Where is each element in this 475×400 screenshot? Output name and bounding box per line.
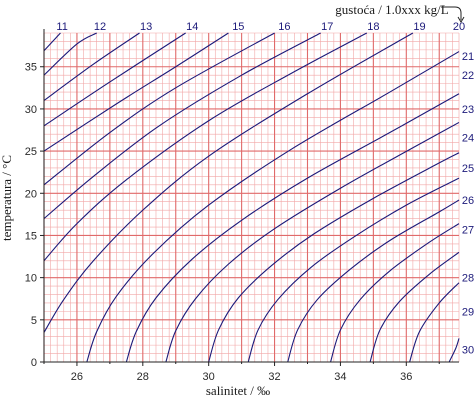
density-unit-title: gustoća / 1.0xxx kg/L (335, 2, 448, 17)
density-contour-27 (369, 251, 460, 363)
density-contour-17 (43, 32, 321, 220)
contour-label-29: 29 (462, 306, 474, 318)
contour-label-18: 18 (367, 21, 379, 33)
contour-label-19: 19 (413, 21, 425, 33)
y-axis-title: temperatura / °C (0, 155, 14, 241)
y-tick-label: 35 (25, 62, 37, 74)
contour-label-24: 24 (462, 133, 474, 145)
contour-label-27: 27 (462, 225, 474, 237)
density-contour-29 (448, 338, 460, 363)
contour-label-15: 15 (232, 21, 244, 33)
contour-label-28: 28 (462, 273, 474, 285)
density-contour-15 (43, 32, 229, 152)
x-tick-label: 34 (334, 371, 346, 383)
density-contour-11 (43, 32, 61, 52)
contour-label-30: 30 (462, 344, 474, 356)
y-tick-label: 25 (25, 146, 37, 158)
contour-label-21: 21 (462, 51, 474, 63)
contour-label-16: 16 (278, 21, 290, 33)
y-tick-label: 20 (25, 188, 37, 200)
contour-label-26: 26 (462, 195, 474, 207)
contour-labels: 11 12 13 14 15 16 17 18 19 20 21 22 23 24 25 26 27 28 29 30 (56, 21, 474, 356)
density-contour-19 (43, 32, 414, 333)
density-contour-12 (43, 32, 97, 76)
y-tick-label: 15 (25, 230, 37, 242)
x-axis-title: salinitet / ‰ (206, 383, 270, 398)
y-tick-label: 5 (31, 315, 37, 327)
contour-label-14: 14 (186, 21, 198, 33)
contour-label-12: 12 (94, 21, 106, 33)
x-tick-label: 36 (400, 371, 412, 383)
density-contour-24 (247, 177, 460, 363)
density-contour-22 (165, 121, 460, 363)
unit-title-arrow-icon (441, 6, 465, 23)
contour-label-25: 25 (462, 163, 474, 175)
x-tick-label: 28 (137, 371, 149, 383)
density-contour-21 (125, 93, 460, 363)
density-contour-16 (43, 32, 275, 186)
contour-label-17: 17 (321, 21, 333, 33)
contour-label-23: 23 (462, 104, 474, 116)
x-tick-label: 32 (268, 371, 280, 383)
density-contour-26 (330, 223, 460, 363)
density-contour-14 (43, 32, 186, 127)
axes (40, 29, 459, 366)
density-contour-13 (43, 32, 140, 101)
x-tick-label: 26 (71, 371, 83, 383)
density-contour-23 (208, 152, 460, 363)
tick-labels: 26 28 30 32 34 36 0 5 10 15 20 25 30 35 (25, 62, 413, 383)
density-contour-20 (86, 51, 460, 363)
y-tick-label: 10 (25, 273, 37, 285)
x-tick-label: 30 (203, 371, 215, 383)
density-contour-25 (287, 199, 460, 363)
y-tick-label: 0 (31, 357, 37, 369)
density-contour-28 (409, 282, 460, 363)
contour-label-20: 20 (453, 21, 465, 33)
y-tick-label: 30 (25, 104, 37, 116)
contour-label-11: 11 (56, 21, 67, 33)
contour-label-13: 13 (140, 21, 152, 33)
density-contour-18 (43, 32, 368, 262)
density-contours (43, 32, 460, 363)
contour-label-22: 22 (462, 70, 474, 82)
